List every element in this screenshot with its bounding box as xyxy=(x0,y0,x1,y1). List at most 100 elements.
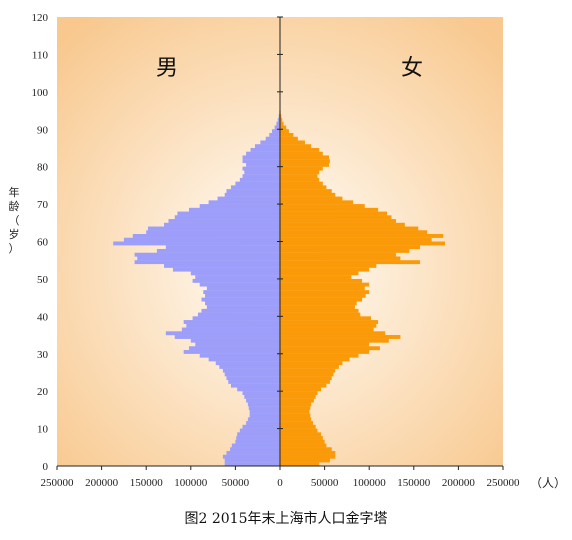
male-bar-age-7 xyxy=(236,436,280,440)
male-bar-age-25 xyxy=(222,368,280,373)
male-bar-age-21 xyxy=(230,383,280,388)
female-bar-age-13 xyxy=(280,413,311,418)
male-bar-age-47 xyxy=(206,286,280,291)
y-tick-label: 80 xyxy=(37,162,49,174)
y-tick-label: 10 xyxy=(37,424,49,436)
female-bar-age-15 xyxy=(280,406,311,411)
x-tick-label: 250000 xyxy=(487,477,521,489)
female-bar-age-91 xyxy=(280,121,284,126)
male-bar-age-67 xyxy=(177,211,280,216)
female-bar-age-51 xyxy=(280,271,359,276)
male-bar-age-61 xyxy=(132,234,280,238)
female-bar-age-45 xyxy=(280,293,366,298)
male-bar-age-87 xyxy=(265,136,280,141)
female-bar-age-0 xyxy=(280,462,320,467)
female-bar-age-37 xyxy=(280,323,377,328)
female-bar-age-40 xyxy=(280,312,361,317)
female-bar-age-26 xyxy=(280,364,339,369)
female-bar-age-4 xyxy=(280,447,332,452)
female-bar-age-11 xyxy=(280,421,314,425)
x-tick-label: 50000 xyxy=(311,477,339,489)
female-bar-age-62 xyxy=(280,230,428,235)
male-bar-age-12 xyxy=(247,417,280,422)
female-bar-age-12 xyxy=(280,417,312,422)
male-bar-age-89 xyxy=(271,129,280,134)
male-bar-age-92 xyxy=(277,118,280,122)
female-bar-age-7 xyxy=(280,436,323,440)
female-bar-age-5 xyxy=(280,443,327,448)
x-tick-label: 250000 xyxy=(41,477,75,489)
female-bar-age-80 xyxy=(280,162,330,167)
male-bar-age-93 xyxy=(278,114,280,119)
y-tick-label: 90 xyxy=(37,124,49,136)
female-bar-age-25 xyxy=(280,368,336,373)
y-tick-label: 110 xyxy=(32,49,49,61)
female-bar-age-17 xyxy=(280,398,314,403)
y-tick-label: 60 xyxy=(37,237,49,249)
female-bar-age-85 xyxy=(280,144,312,149)
male-bar-age-16 xyxy=(247,402,280,407)
male-bar-age-63 xyxy=(147,226,280,231)
male-bar-age-53 xyxy=(164,263,280,268)
male-label: 男 xyxy=(156,56,178,81)
female-bar-age-61 xyxy=(280,234,444,238)
y-tick-label: 70 xyxy=(37,199,49,211)
male-bar-age-83 xyxy=(246,151,280,156)
female-bar-age-20 xyxy=(280,387,322,392)
female-bar-age-74 xyxy=(280,185,327,190)
bars-group xyxy=(113,88,446,467)
female-bar-age-59 xyxy=(280,241,446,246)
male-bar-age-3 xyxy=(226,451,280,455)
female-bar-age-52 xyxy=(280,267,370,272)
chart-caption: 图2 2015年末上海市人口金字塔 xyxy=(184,511,388,527)
male-bar-age-28 xyxy=(208,357,280,362)
female-bar-age-36 xyxy=(280,327,374,332)
male-bar-age-79 xyxy=(242,166,280,171)
female-bar-age-56 xyxy=(280,252,396,257)
female-bar-age-18 xyxy=(280,394,316,399)
y-tick-label: 100 xyxy=(32,87,49,99)
female-bar-age-53 xyxy=(280,263,377,268)
male-bar-age-29 xyxy=(199,353,280,358)
male-bar-age-84 xyxy=(250,147,280,152)
male-bar-age-64 xyxy=(164,222,280,227)
female-bar-age-88 xyxy=(280,132,294,137)
male-bar-age-45 xyxy=(205,293,280,298)
x-tick-label: 200000 xyxy=(442,477,476,489)
y-tick-label: 120 xyxy=(32,12,49,24)
female-bar-age-9 xyxy=(280,428,318,433)
female-bar-age-68 xyxy=(280,207,379,212)
male-bar-age-14 xyxy=(249,409,280,414)
female-bar-age-33 xyxy=(280,338,389,343)
x-axis-ticks: 250000 200000 150000 100000 50000 0 50000 10000… xyxy=(41,466,521,489)
female-bar-age-48 xyxy=(280,282,370,287)
female-bar-age-44 xyxy=(280,297,363,302)
male-bar-age-55 xyxy=(137,256,280,261)
male-bar-age-80 xyxy=(246,162,280,167)
x-tick-label: 150000 xyxy=(397,477,431,489)
female-bar-age-71 xyxy=(280,196,343,201)
y-axis-title: 年龄（岁） xyxy=(9,185,20,255)
female-bar-age-55 xyxy=(280,256,401,261)
male-bar-age-59 xyxy=(113,241,280,246)
female-bar-age-66 xyxy=(280,215,392,220)
male-bar-age-52 xyxy=(172,267,280,272)
female-bar-age-57 xyxy=(280,248,410,253)
female-bar-age-86 xyxy=(280,140,305,145)
male-bar-age-17 xyxy=(246,398,280,403)
male-bar-age-73 xyxy=(226,189,280,194)
female-bar-age-69 xyxy=(280,204,365,208)
female-bar-age-34 xyxy=(280,335,401,339)
male-bar-age-71 xyxy=(217,196,280,201)
y-axis-ticks: 0 10 20 30 40 50 60 70 80 90 100 110 120 xyxy=(32,12,283,473)
male-bar-age-5 xyxy=(231,443,280,448)
x-tick-label: 150000 xyxy=(130,477,164,489)
female-bar-age-35 xyxy=(280,331,386,336)
female-bar-age-8 xyxy=(280,432,322,437)
female-bar-age-1 xyxy=(280,458,330,463)
male-bar-age-85 xyxy=(255,144,280,149)
male-bar-age-68 xyxy=(189,207,280,212)
x-tick-label: 50000 xyxy=(222,477,250,489)
male-bar-age-9 xyxy=(239,428,280,433)
female-bar-age-6 xyxy=(280,439,325,444)
